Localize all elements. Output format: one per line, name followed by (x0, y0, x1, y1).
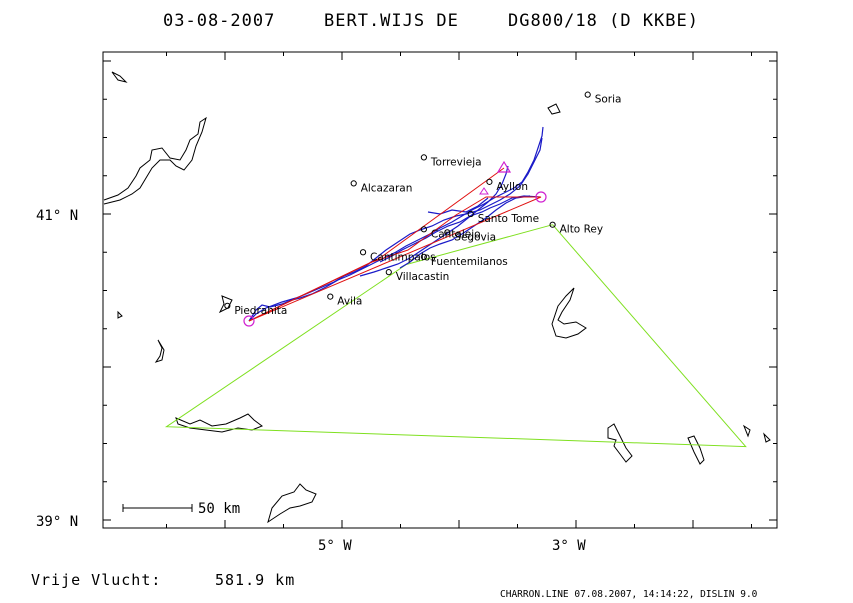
lat-label: 41° N (36, 208, 78, 224)
lon-label: 5° W (318, 538, 352, 554)
place-label: Segovia (454, 231, 496, 243)
pilot-name: BERT.WIJS DE (324, 11, 459, 31)
place-marker (584, 91, 591, 98)
place-label: Torrevieja (430, 156, 482, 168)
signature: CHARRON.LINE 07.08.2007, 14:14:22, DISLI… (500, 589, 758, 600)
task-route (164, 224, 747, 448)
place-marker (350, 180, 357, 187)
finish-marker (496, 160, 512, 173)
place-label: Piedrahita (234, 305, 287, 317)
place-marker (385, 269, 392, 276)
place-label: Ayllon (496, 181, 528, 193)
turnpoint-marker (535, 191, 547, 203)
lat-label: 39° N (36, 514, 78, 530)
places-layer: Soria Torrevieja Ayllon Alcazaran Santo Tome… (224, 91, 622, 317)
place-marker (327, 293, 334, 300)
place-marker (486, 178, 493, 185)
scale-bar: 50 km (122, 501, 240, 517)
optimised-route-leg (248, 167, 505, 322)
lon-label: 3° W (552, 538, 586, 554)
axis-labels: 41° N 39° N 5° W 3° W (36, 208, 586, 554)
scale-bar-label: 50 km (198, 501, 240, 517)
axis-ticks (103, 52, 777, 528)
start-turnpoint-marker (243, 315, 255, 327)
place-marker (359, 249, 367, 256)
place-label: Villacastin (396, 271, 450, 283)
place-marker (224, 302, 231, 309)
place-marker (420, 226, 427, 233)
glider-type: DG800/18 (D KKBE) (508, 11, 699, 31)
distance-label: Vrije Vlucht: (31, 571, 161, 589)
place-label: Avila (337, 296, 362, 308)
place-label: Alto Rey (560, 224, 603, 236)
coastline (103, 71, 771, 524)
place-label: Soria (595, 94, 622, 106)
place-label: Alcazaran (361, 182, 413, 194)
place-marker (467, 210, 474, 218)
place-marker (444, 229, 451, 236)
place-marker (420, 253, 427, 260)
place-label: Santo Tome (478, 213, 539, 225)
flight-date: 03-08-2007 (163, 11, 275, 31)
triangle-marker (479, 187, 489, 195)
place-label: Cantimpalos (370, 251, 436, 263)
place-marker (549, 221, 556, 228)
place-marker (420, 154, 427, 161)
place-label: Cantalejo (431, 228, 481, 240)
place-label: Fuentemilanos (431, 256, 508, 268)
distance-value: 581.9 km (215, 571, 295, 589)
